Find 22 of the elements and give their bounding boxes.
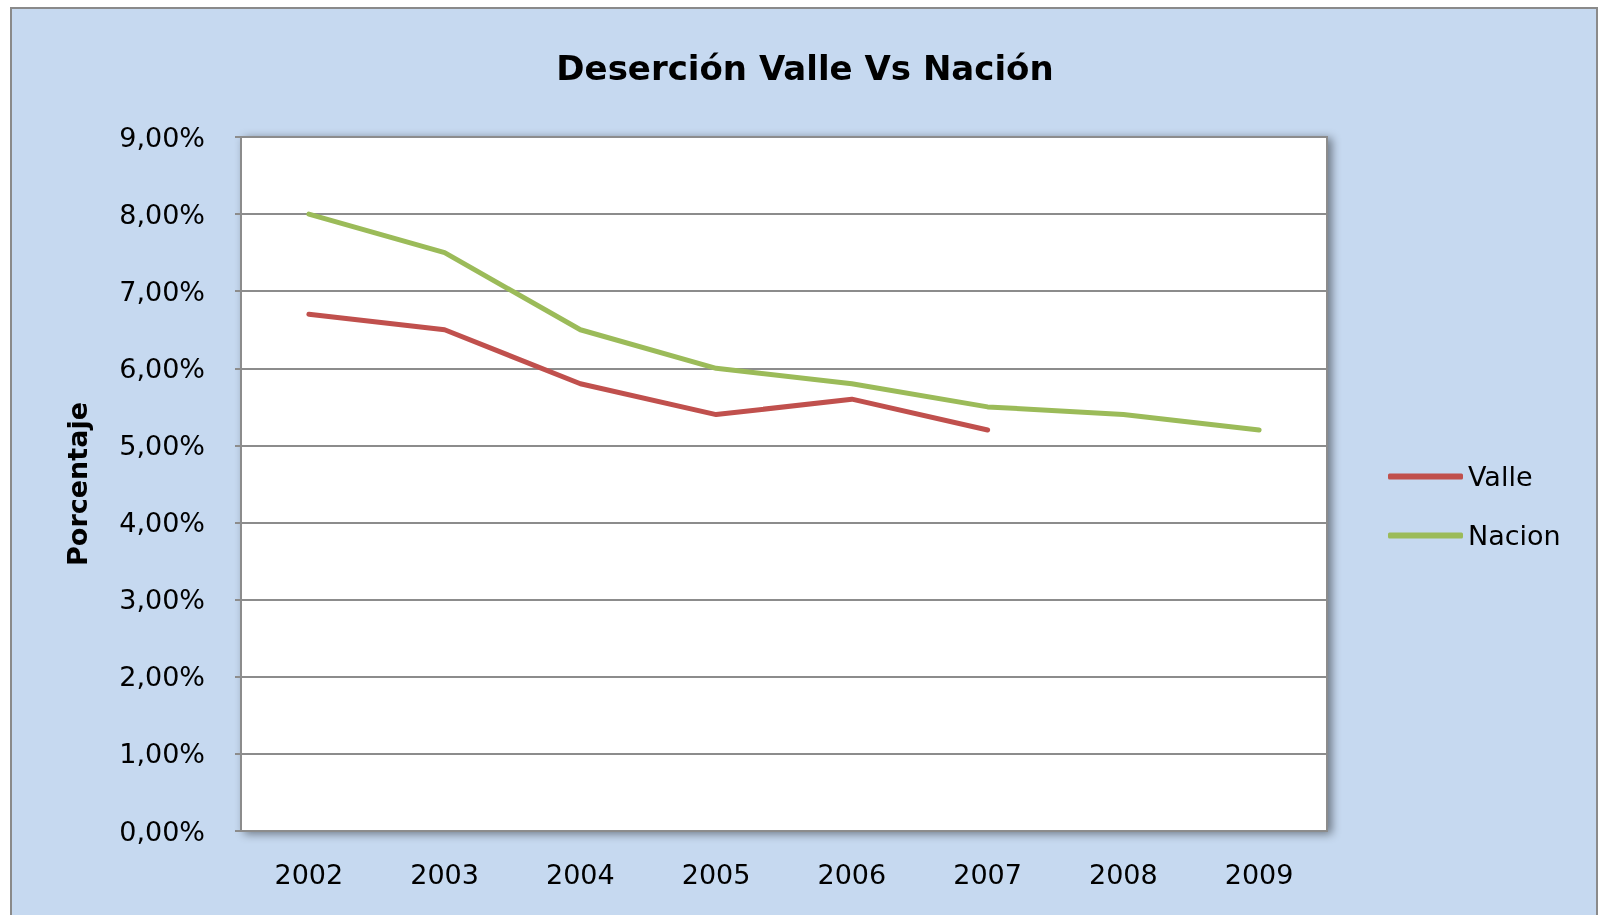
y-tick-label: 8,00% (119, 198, 205, 230)
x-tick-label: 2008 (1089, 859, 1158, 890)
y-tick-label: 0,00% (119, 815, 205, 847)
x-tick-label: 2002 (274, 859, 344, 890)
y-axis-title: Porcentaje (62, 402, 93, 566)
y-tick-label: 6,00% (119, 352, 205, 384)
y-tick-label: 2,00% (119, 661, 205, 693)
chart-title: Deserción Valle Vs Nación (556, 48, 1054, 88)
x-tick-label: 2007 (953, 859, 1022, 890)
x-tick-label: 2004 (546, 859, 615, 890)
x-tick-label: 2005 (681, 859, 751, 890)
legend-label: Nacion (1468, 520, 1561, 551)
x-tick-label: 2009 (1224, 859, 1294, 890)
y-tick-label: 4,00% (119, 507, 205, 539)
x-tick-label: 2006 (817, 859, 887, 890)
y-tick-label: 3,00% (119, 584, 205, 616)
legend-label: Valle (1468, 461, 1533, 492)
y-tick-label: 7,00% (119, 275, 205, 307)
y-tick-label: 5,00% (119, 429, 205, 461)
x-tick-label: 2003 (410, 859, 479, 890)
y-tick-label: 1,00% (119, 738, 205, 770)
y-tick-label: 9,00% (119, 121, 205, 153)
